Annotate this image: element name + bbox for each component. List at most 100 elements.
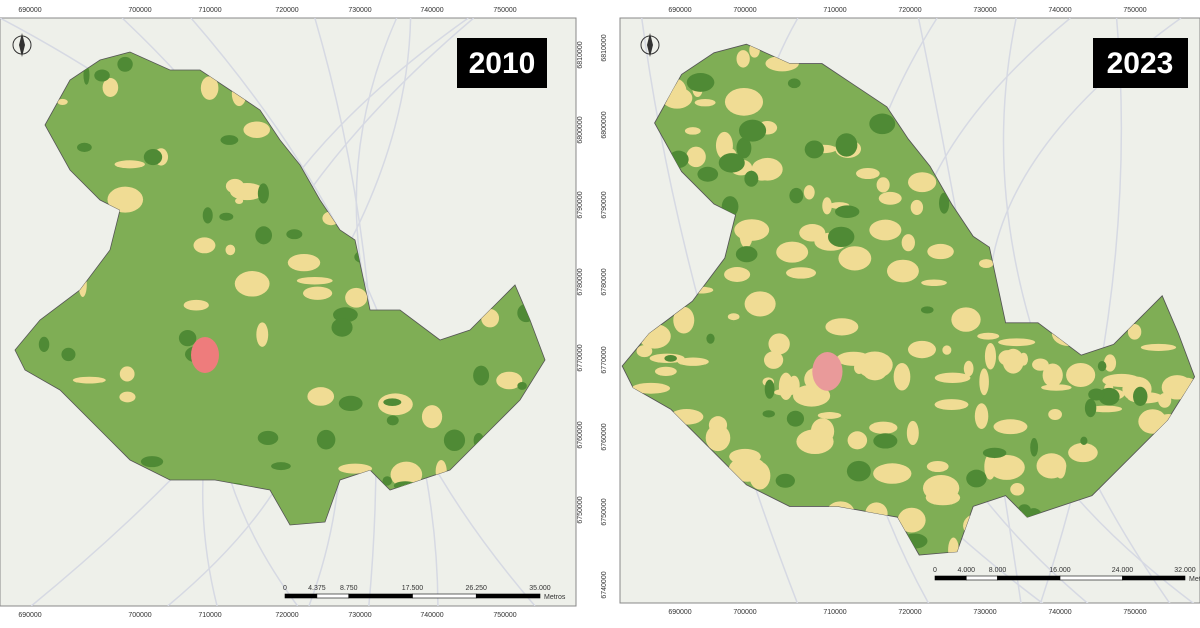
grassland-patch <box>1041 384 1072 391</box>
grassland-patch <box>893 362 911 391</box>
forest-patch <box>1097 361 1107 372</box>
scale-label: 4.000 <box>957 567 975 574</box>
y-coordinate: 6760000 <box>577 421 584 448</box>
x-coordinate: 750000 <box>493 7 516 14</box>
x-coordinate: 730000 <box>348 7 371 14</box>
forest-patch <box>706 333 715 344</box>
y-coordinate: 6770000 <box>601 346 608 373</box>
y-coordinate: 6800000 <box>601 111 608 138</box>
forest-patch <box>219 212 234 221</box>
grassland-patch <box>869 421 898 434</box>
y-coordinate: 6810000 <box>577 41 584 68</box>
scale-label: 8.750 <box>340 585 358 592</box>
grassland-patch <box>908 172 937 193</box>
grassland-patch <box>796 429 834 455</box>
y-coordinate: 6750000 <box>601 498 608 525</box>
x-coordinate: 700000 <box>733 7 756 14</box>
y-coordinate: 6790000 <box>601 191 608 218</box>
forest-patch <box>382 476 392 486</box>
grassland-patch <box>1104 354 1117 372</box>
grassland-patch <box>686 146 706 168</box>
grassland-patch <box>72 376 106 384</box>
forest-patch <box>61 347 76 362</box>
forest-patch <box>982 447 1007 459</box>
forest-patch <box>1084 398 1097 418</box>
forest-patch <box>787 78 801 89</box>
x-coordinate: 750000 <box>493 612 516 619</box>
x-coordinate: 720000 <box>898 609 921 616</box>
forest-patch <box>718 153 745 173</box>
forest-patch <box>804 140 824 159</box>
grassland-patch <box>817 412 842 419</box>
grassland-patch <box>993 419 1028 435</box>
forest-patch <box>143 149 163 166</box>
y-coordinate: 6770000 <box>577 344 584 371</box>
grassland-patch <box>910 199 924 215</box>
land-cover <box>14 51 546 526</box>
grassland-patch <box>776 241 809 263</box>
grassland-patch <box>778 372 794 401</box>
scale-bar-segment <box>965 575 998 581</box>
forest-patch <box>220 135 239 145</box>
grassland-patch <box>631 382 671 394</box>
x-coordinate: 740000 <box>1048 609 1071 616</box>
grassland-patch <box>838 246 872 271</box>
scale-bar-segment <box>284 593 318 599</box>
grassland-patch <box>724 87 764 116</box>
scale-label: 35.000 <box>529 585 551 592</box>
grassland-patch <box>873 463 912 484</box>
grassland-patch <box>963 360 974 377</box>
y-coordinate: 6780000 <box>601 268 608 295</box>
x-coordinate: 730000 <box>348 612 371 619</box>
scale-unit: Metros <box>1189 576 1200 583</box>
grassland-patch <box>984 453 996 480</box>
y-coordinate: 6780000 <box>577 268 584 295</box>
forest-patch <box>271 462 291 471</box>
forest-patch <box>383 398 402 406</box>
scale-label: 4.375 <box>308 585 326 592</box>
scale-bar-segment <box>475 593 541 599</box>
grassland-patch <box>303 286 333 300</box>
forest-patch <box>286 229 303 240</box>
forest-patch <box>764 379 775 399</box>
forest-patch <box>736 137 752 159</box>
grassland-patch <box>673 306 695 334</box>
grassland-patch <box>296 276 333 285</box>
grassland-patch <box>921 279 947 287</box>
grassland-patch <box>1138 409 1167 434</box>
forest-patch <box>739 119 767 142</box>
grassland-patch <box>225 178 245 194</box>
forest-patch <box>117 56 133 72</box>
grassland-patch <box>901 234 915 252</box>
x-coordinate: 690000 <box>668 7 691 14</box>
grassland-patch <box>974 403 989 429</box>
road <box>1039 18 1123 603</box>
y-coordinate: 6750000 <box>577 496 584 523</box>
forest-patch <box>835 205 860 219</box>
forest-patch <box>873 433 898 449</box>
forest-patch <box>735 246 758 263</box>
x-coordinate: 720000 <box>898 7 921 14</box>
forest-patch <box>331 318 353 337</box>
scale-label: 16.000 <box>1049 567 1071 574</box>
forest-patch <box>697 166 719 182</box>
forest-patch <box>1133 386 1148 407</box>
grassland-patch <box>1140 343 1177 351</box>
grassland-patch <box>934 399 969 411</box>
road <box>190 18 439 606</box>
grassland-patch <box>183 299 209 311</box>
x-coordinate: 710000 <box>198 7 221 14</box>
x-coordinate: 710000 <box>823 7 846 14</box>
grassland-patch <box>1042 363 1063 387</box>
forest-patch <box>202 207 213 224</box>
forest-patch <box>827 226 855 248</box>
scale-label: 17.500 <box>402 585 424 592</box>
forest-patch <box>1030 438 1039 457</box>
forest-patch <box>686 73 715 92</box>
x-coordinate: 710000 <box>823 609 846 616</box>
grassland-patch <box>193 237 216 254</box>
grassland-patch <box>786 267 817 279</box>
forest-patch <box>140 456 164 468</box>
grassland-patch <box>942 345 952 355</box>
